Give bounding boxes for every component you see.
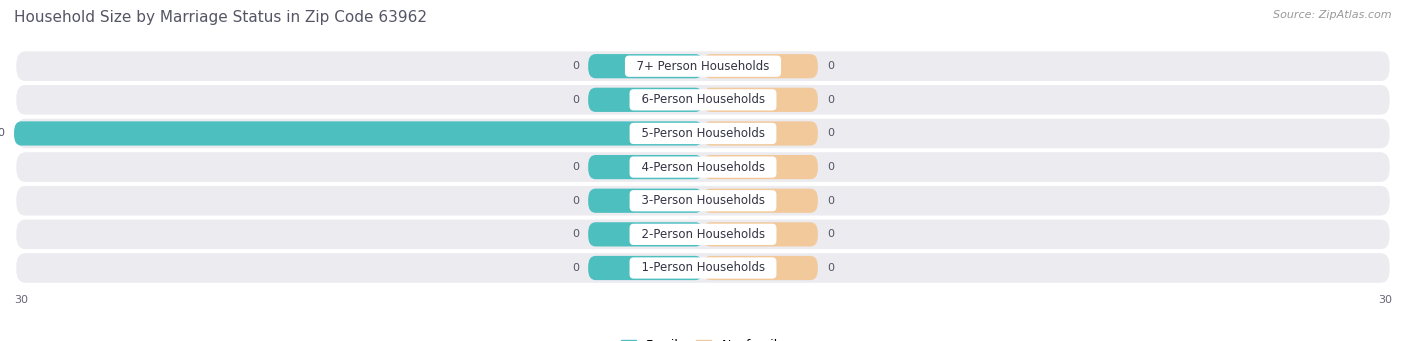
FancyBboxPatch shape <box>588 189 703 213</box>
FancyBboxPatch shape <box>588 155 703 179</box>
Text: 0: 0 <box>827 95 834 105</box>
FancyBboxPatch shape <box>17 119 1389 148</box>
Text: 0: 0 <box>572 162 579 172</box>
Text: 30: 30 <box>14 295 28 305</box>
Text: 30: 30 <box>1378 295 1392 305</box>
Text: 0: 0 <box>572 263 579 273</box>
Text: 3-Person Households: 3-Person Households <box>634 194 772 207</box>
Text: Household Size by Marriage Status in Zip Code 63962: Household Size by Marriage Status in Zip… <box>14 10 427 25</box>
Text: 7+ Person Households: 7+ Person Households <box>628 60 778 73</box>
FancyBboxPatch shape <box>588 88 703 112</box>
FancyBboxPatch shape <box>703 189 818 213</box>
FancyBboxPatch shape <box>17 220 1389 249</box>
FancyBboxPatch shape <box>588 256 703 280</box>
Text: 5-Person Households: 5-Person Households <box>634 127 772 140</box>
FancyBboxPatch shape <box>703 121 818 146</box>
Text: 4-Person Households: 4-Person Households <box>634 161 772 174</box>
Text: 2-Person Households: 2-Person Households <box>634 228 772 241</box>
Text: 0: 0 <box>572 229 579 239</box>
Text: 0: 0 <box>827 61 834 71</box>
Text: 0: 0 <box>827 129 834 138</box>
Text: 1-Person Households: 1-Person Households <box>634 262 772 275</box>
FancyBboxPatch shape <box>588 54 703 78</box>
FancyBboxPatch shape <box>14 121 703 146</box>
Text: 0: 0 <box>572 61 579 71</box>
FancyBboxPatch shape <box>703 88 818 112</box>
FancyBboxPatch shape <box>703 54 818 78</box>
Text: Source: ZipAtlas.com: Source: ZipAtlas.com <box>1274 10 1392 20</box>
Text: 0: 0 <box>827 196 834 206</box>
FancyBboxPatch shape <box>17 51 1389 81</box>
FancyBboxPatch shape <box>703 155 818 179</box>
Text: 0: 0 <box>827 229 834 239</box>
Text: 6-Person Households: 6-Person Households <box>634 93 772 106</box>
FancyBboxPatch shape <box>17 253 1389 283</box>
Text: 0: 0 <box>572 95 579 105</box>
FancyBboxPatch shape <box>17 152 1389 182</box>
FancyBboxPatch shape <box>17 85 1389 115</box>
Text: 0: 0 <box>572 196 579 206</box>
Text: 0: 0 <box>827 162 834 172</box>
FancyBboxPatch shape <box>703 222 818 247</box>
Text: 0: 0 <box>827 263 834 273</box>
Legend: Family, Nonfamily: Family, Nonfamily <box>621 339 785 341</box>
FancyBboxPatch shape <box>588 222 703 247</box>
FancyBboxPatch shape <box>17 186 1389 216</box>
Text: 30: 30 <box>0 129 4 138</box>
FancyBboxPatch shape <box>703 256 818 280</box>
